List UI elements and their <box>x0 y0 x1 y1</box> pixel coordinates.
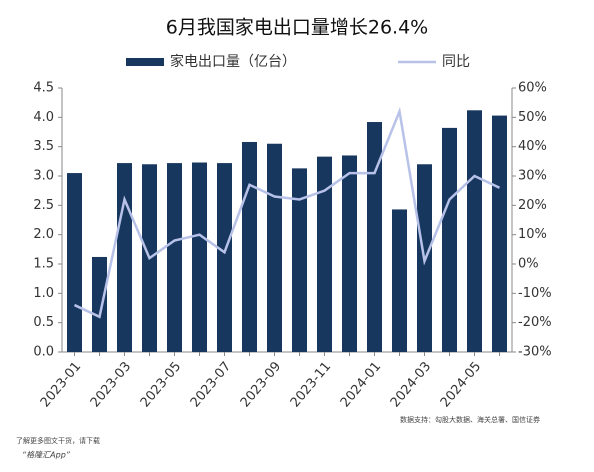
y-tick-label: 2.5 <box>33 198 54 213</box>
bar <box>117 163 132 352</box>
chart-title: 6月我国家电出口量增长26.4% <box>166 17 428 39</box>
bar <box>267 143 282 352</box>
y2-tick-label: -20% <box>518 315 552 330</box>
bar <box>217 163 232 352</box>
y2-tick-label: 20% <box>518 198 547 213</box>
y2-tick-label: 0% <box>518 257 539 272</box>
footer-line: 了解更多图文干货，请下载 <box>16 436 100 445</box>
y2-tick-label: 60% <box>518 81 547 96</box>
y2-tick-label: 50% <box>518 110 547 125</box>
footer-line: “格隆汇App” <box>22 451 71 460</box>
bar <box>292 168 307 352</box>
bar <box>317 156 332 352</box>
source: 数据支持：勾股大数据、海关总署、国信证券 <box>400 415 540 424</box>
legend-swatch <box>126 58 164 66</box>
y-tick-label: 3.0 <box>33 169 54 184</box>
legend-label: 同比 <box>442 54 470 70</box>
y2-tick-label: 10% <box>518 227 547 242</box>
bar <box>467 110 482 352</box>
y2-tick-label: -10% <box>518 286 552 301</box>
bar <box>67 173 82 352</box>
y-tick-label: 3.5 <box>33 139 54 154</box>
bar <box>242 141 257 352</box>
y-tick-label: 0.0 <box>33 345 54 360</box>
y-tick-label: 4.5 <box>33 81 54 96</box>
y2-tick-label: 40% <box>518 139 547 154</box>
y-tick-label: 1.5 <box>33 257 54 272</box>
bar <box>442 127 457 352</box>
bar <box>367 122 382 352</box>
y-tick-label: 1.0 <box>33 286 54 301</box>
y-tick-label: 4.0 <box>33 110 54 125</box>
bar <box>192 162 207 352</box>
bar <box>342 155 357 352</box>
bar <box>492 115 507 352</box>
bar <box>392 209 407 352</box>
legend-label: 家电出口量（亿台） <box>170 53 296 70</box>
y-tick-label: 0.5 <box>33 315 54 330</box>
y2-tick-label: -30% <box>518 345 552 360</box>
line <box>73 106 501 319</box>
y-tick-label: 2.0 <box>33 227 54 242</box>
y2-tick-label: 30% <box>518 169 547 184</box>
bar <box>92 256 107 352</box>
bar <box>167 163 182 352</box>
